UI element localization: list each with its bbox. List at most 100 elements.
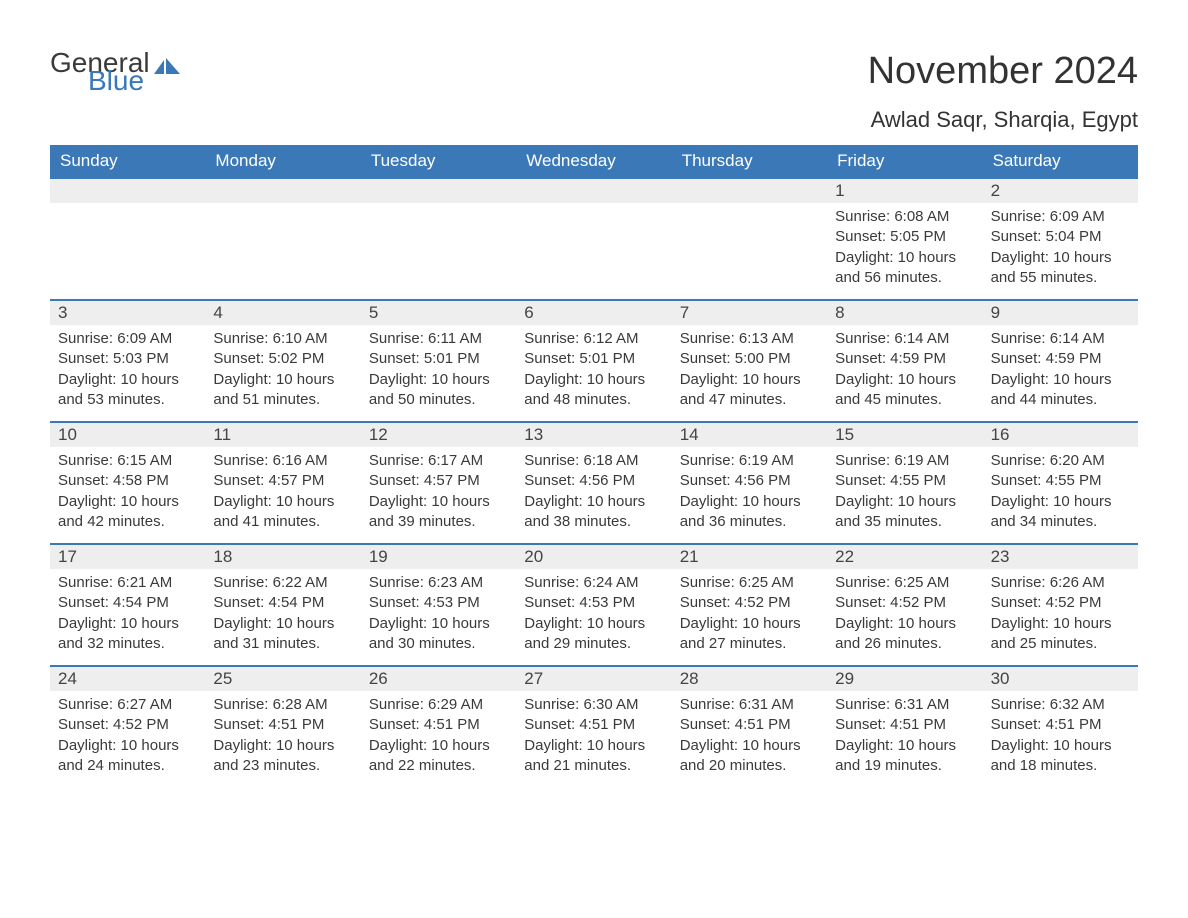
sunset-line: Sunset: 4:59 PM [835,349,974,369]
daylight-line: Daylight: 10 hours and 32 minutes. [58,614,197,655]
day-cell: 27Sunrise: 6:30 AMSunset: 4:51 PMDayligh… [516,667,671,787]
daylight-line: Daylight: 10 hours and 56 minutes. [835,248,974,289]
sunset-line: Sunset: 4:51 PM [524,715,663,735]
sunrise-line: Sunrise: 6:32 AM [991,695,1130,715]
sunset-line: Sunset: 4:51 PM [680,715,819,735]
day-cell: 23Sunrise: 6:26 AMSunset: 4:52 PMDayligh… [983,545,1138,665]
day-cell: 14Sunrise: 6:19 AMSunset: 4:56 PMDayligh… [672,423,827,543]
day-details: Sunrise: 6:25 AMSunset: 4:52 PMDaylight:… [672,569,827,662]
daylight-line: Daylight: 10 hours and 29 minutes. [524,614,663,655]
day-cell: 8Sunrise: 6:14 AMSunset: 4:59 PMDaylight… [827,301,982,421]
daylight-line: Daylight: 10 hours and 26 minutes. [835,614,974,655]
sunset-line: Sunset: 4:55 PM [835,471,974,491]
sunrise-line: Sunrise: 6:31 AM [835,695,974,715]
day-cell: 7Sunrise: 6:13 AMSunset: 5:00 PMDaylight… [672,301,827,421]
week-row: 1Sunrise: 6:08 AMSunset: 5:05 PMDaylight… [50,177,1138,299]
sunrise-line: Sunrise: 6:23 AM [369,573,508,593]
sunrise-line: Sunrise: 6:30 AM [524,695,663,715]
daylight-line: Daylight: 10 hours and 34 minutes. [991,492,1130,533]
week-row: 24Sunrise: 6:27 AMSunset: 4:52 PMDayligh… [50,665,1138,787]
day-number: 7 [672,301,827,325]
daylight-line: Daylight: 10 hours and 27 minutes. [680,614,819,655]
empty-cell [672,179,827,299]
day-cell: 13Sunrise: 6:18 AMSunset: 4:56 PMDayligh… [516,423,671,543]
sunset-line: Sunset: 4:54 PM [213,593,352,613]
day-cell: 20Sunrise: 6:24 AMSunset: 4:53 PMDayligh… [516,545,671,665]
calendar: SundayMondayTuesdayWednesdayThursdayFrid… [50,145,1138,787]
empty-cell [516,179,671,299]
sunset-line: Sunset: 4:54 PM [58,593,197,613]
sunrise-line: Sunrise: 6:18 AM [524,451,663,471]
day-number: 19 [361,545,516,569]
empty-cell [50,179,205,299]
day-details: Sunrise: 6:31 AMSunset: 4:51 PMDaylight:… [827,691,982,784]
daylight-line: Daylight: 10 hours and 25 minutes. [991,614,1130,655]
sunrise-line: Sunrise: 6:31 AM [680,695,819,715]
day-details: Sunrise: 6:13 AMSunset: 5:00 PMDaylight:… [672,325,827,418]
sunset-line: Sunset: 5:02 PM [213,349,352,369]
day-number: 6 [516,301,671,325]
title-block: November 2024 Awlad Saqr, Sharqia, Egypt [868,50,1138,133]
sunrise-line: Sunrise: 6:13 AM [680,329,819,349]
day-number: 14 [672,423,827,447]
daylight-line: Daylight: 10 hours and 31 minutes. [213,614,352,655]
sunset-line: Sunset: 4:53 PM [369,593,508,613]
daylight-line: Daylight: 10 hours and 18 minutes. [991,736,1130,777]
sunset-line: Sunset: 5:01 PM [369,349,508,369]
day-number [205,179,360,203]
day-cell: 30Sunrise: 6:32 AMSunset: 4:51 PMDayligh… [983,667,1138,787]
week-row: 10 Sunrise: 6:15 AMSunset: 4:58 PM Dayligh… [50,421,1138,543]
day-cell: 25Sunrise: 6:28 AMSunset: 4:51 PMDayligh… [205,667,360,787]
daylight-line: Daylight: 10 hours and 38 minutes. [524,492,663,533]
day-number: 16 [983,423,1138,447]
day-number: 10 [50,423,205,447]
sunrise-line: Sunrise: 6:15 AM [58,451,197,471]
day-cell: 9Sunrise: 6:14 AMSunset: 4:59 PMDaylight… [983,301,1138,421]
day-cell: 5Sunrise: 6:11 AMSunset: 5:01 PMDaylight… [361,301,516,421]
day-cell: 11Sunrise: 6:16 AMSunset: 4:57 PMDayligh… [205,423,360,543]
day-number: 21 [672,545,827,569]
daylight-line: Daylight: 10 hours and 47 minutes. [680,370,819,411]
day-number: 25 [205,667,360,691]
day-cell: 3Sunrise: 6:09 AMSunset: 5:03 PMDaylight… [50,301,205,421]
day-cell: 1Sunrise: 6:08 AMSunset: 5:05 PMDaylight… [827,179,982,299]
day-number: 4 [205,301,360,325]
day-number: 23 [983,545,1138,569]
sunset-line: Sunset: 4:51 PM [369,715,508,735]
day-cell: 19Sunrise: 6:23 AMSunset: 4:53 PMDayligh… [361,545,516,665]
day-details: Sunrise: 6:11 AMSunset: 5:01 PMDaylight:… [361,325,516,418]
weekday-cell: Tuesday [361,145,516,177]
sunrise-line: Sunrise: 6:24 AM [524,573,663,593]
weekday-cell: Sunday [50,145,205,177]
weekday-header-row: SundayMondayTuesdayWednesdayThursdayFrid… [50,145,1138,177]
sunset-line: Sunset: 4:51 PM [991,715,1130,735]
empty-cell [361,179,516,299]
day-number: 20 [516,545,671,569]
sunrise-line: Sunrise: 6:09 AM [58,329,197,349]
location: Awlad Saqr, Sharqia, Egypt [868,107,1138,133]
day-details: Sunrise: 6:19 AMSunset: 4:55 PMDaylight:… [827,447,982,540]
day-number [361,179,516,203]
sunrise-line: Sunrise: 6:25 AM [835,573,974,593]
day-details: Sunrise: 6:22 AMSunset: 4:54 PMDaylight:… [205,569,360,662]
day-number: 2 [983,179,1138,203]
sunrise-line: Sunrise: 6:29 AM [369,695,508,715]
daylight-line: Daylight: 10 hours and 23 minutes. [213,736,352,777]
day-number: 28 [672,667,827,691]
sunset-line: Sunset: 5:04 PM [991,227,1130,247]
sunset-line: Sunset: 4:56 PM [680,471,819,491]
sunset-line: Sunset: 4:59 PM [991,349,1130,369]
sunset-line: Sunset: 4:57 PM [369,471,508,491]
sunset-line: Sunset: 4:58 PM [58,471,197,491]
day-number: 27 [516,667,671,691]
day-details: Sunrise: 6:27 AMSunset: 4:52 PMDaylight:… [50,691,205,784]
sunrise-line: Sunrise: 6:26 AM [991,573,1130,593]
day-details: Sunrise: 6:16 AMSunset: 4:57 PMDaylight:… [205,447,360,540]
sunrise-line: Sunrise: 6:16 AM [213,451,352,471]
day-details: Sunrise: 6:26 AMSunset: 4:52 PMDaylight:… [983,569,1138,662]
daylight-line: Daylight: 10 hours and 22 minutes. [369,736,508,777]
sunrise-line: Sunrise: 6:17 AM [369,451,508,471]
day-details: Sunrise: 6:10 AMSunset: 5:02 PMDaylight:… [205,325,360,418]
day-details: Sunrise: 6:29 AMSunset: 4:51 PMDaylight:… [361,691,516,784]
sunrise-line: Sunrise: 6:22 AM [213,573,352,593]
